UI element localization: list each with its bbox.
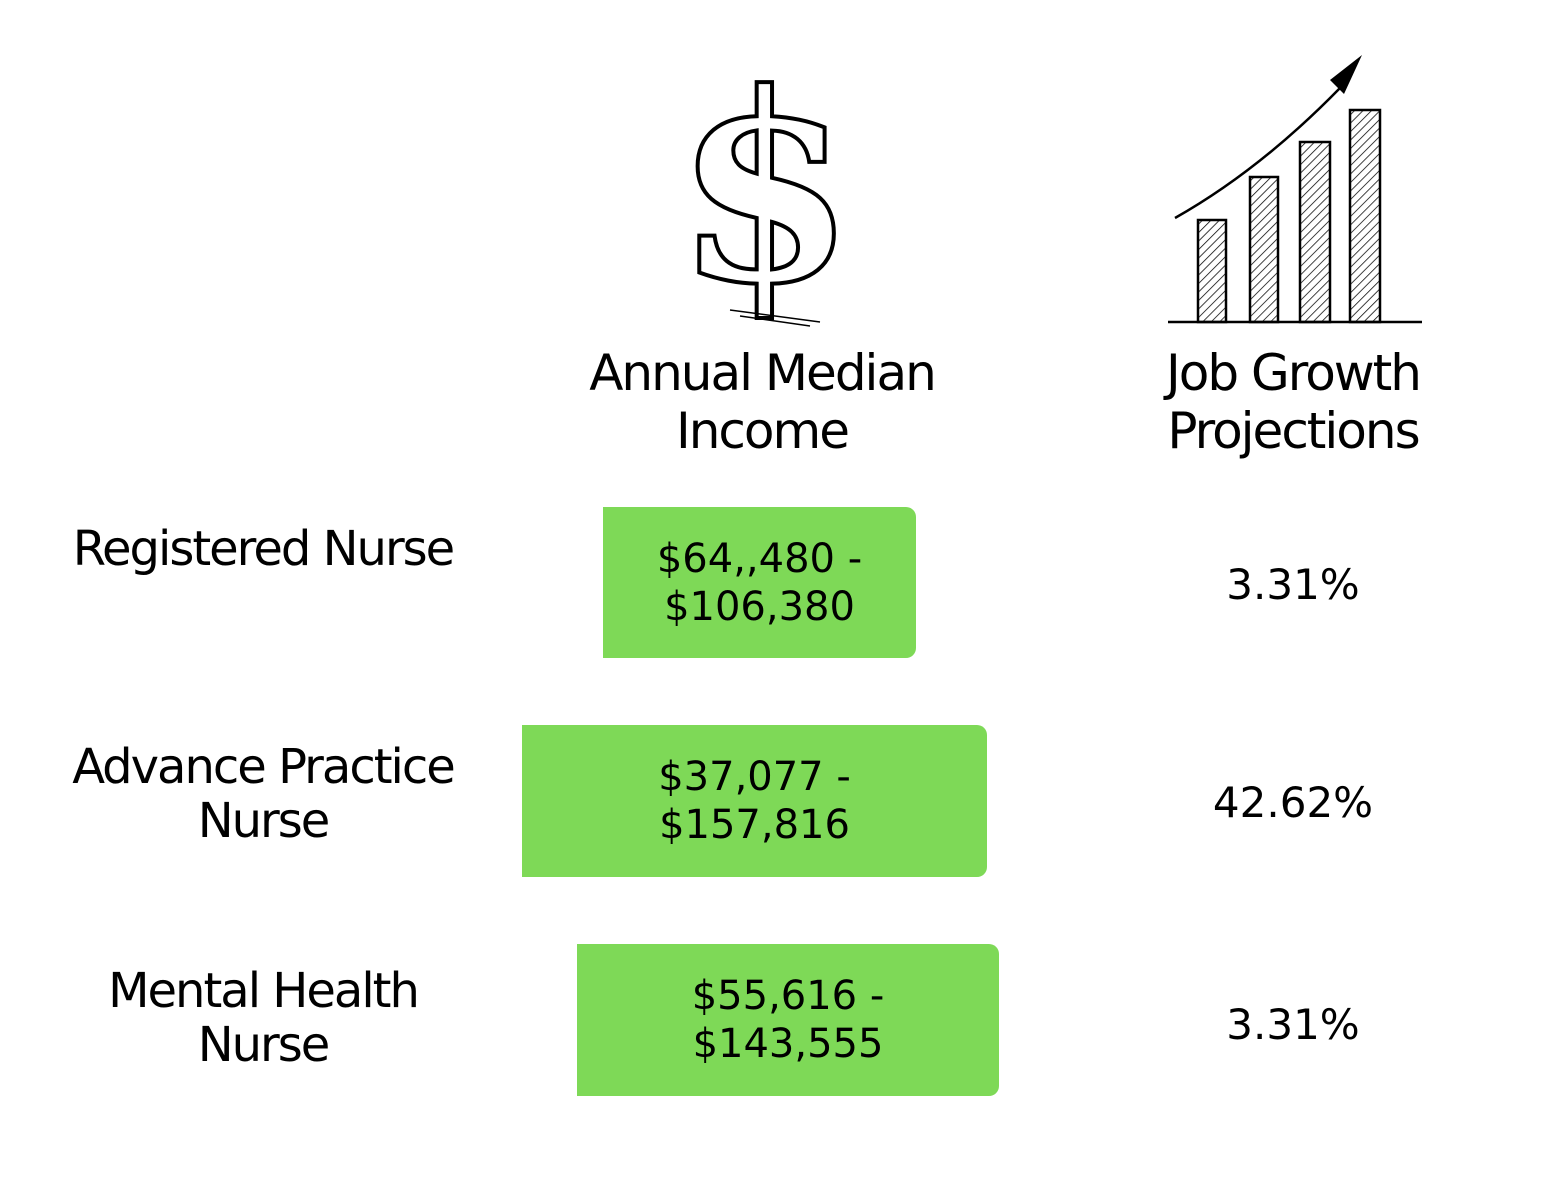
income-box: $64,,480 - $106,380 [603,507,916,658]
income-range: $64,,480 - $106,380 [656,535,863,630]
row-label: Mental Health Nurse [108,963,420,1073]
growth-value: 3.31% [1226,560,1360,609]
income-range: $55,616 - $143,555 [691,973,885,1067]
row-label: Advance Practice Nurse [72,739,456,849]
growth-icon [1168,55,1422,324]
dollar-icon: $ [673,60,858,330]
growth-value: 42.62% [1212,778,1374,827]
income-box: $37,077 - $157,816 [522,725,987,877]
growth-value: 3.31% [1226,1000,1360,1049]
column-header: Job Growth Projections [1166,344,1422,460]
income-range: $37,077 - $157,816 [658,754,851,848]
income-box: $55,616 - $143,555 [577,944,999,1096]
row-label: Registered Nurse [72,521,455,577]
svg-text:$: $ [675,60,856,330]
column-header: Annual Median Income [589,344,937,460]
